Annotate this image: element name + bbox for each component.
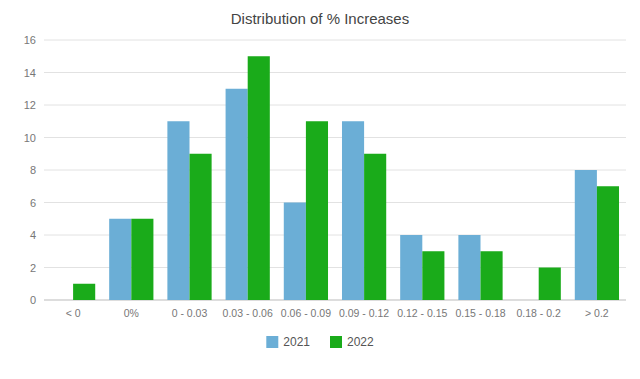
chart-container: Distribution of % Increases 0 2 4 6 8 10 12 14 16… xyxy=(0,0,640,379)
legend-item: 2022 xyxy=(330,335,374,349)
y-tick-label: 16 xyxy=(24,34,36,46)
bar xyxy=(109,219,131,300)
chart-title: Distribution of % Increases xyxy=(231,10,409,27)
x-tick-label: 0 - 0.03 xyxy=(172,307,208,319)
bar xyxy=(517,300,539,301)
bar xyxy=(539,268,561,301)
chart-svg: Distribution of % Increases 0 2 4 6 8 10 12 14 16… xyxy=(0,0,640,379)
bar xyxy=(51,300,73,301)
x-tick-label: 0.18 - 0.2 xyxy=(517,307,562,319)
x-tick-label: > 0.2 xyxy=(585,307,609,319)
grid-line xyxy=(44,105,626,106)
y-tick-label: 4 xyxy=(30,229,36,241)
y-tick-label: 2 xyxy=(30,262,36,274)
legend-item: 2021 xyxy=(266,335,310,349)
x-tick-label: 0.03 - 0.06 xyxy=(223,307,273,319)
bar xyxy=(167,121,189,300)
bar xyxy=(400,235,422,300)
legend-label: 2022 xyxy=(347,335,374,349)
legend: 2021 2022 xyxy=(266,335,374,349)
bar xyxy=(190,154,212,300)
bar xyxy=(306,121,328,300)
bar xyxy=(364,154,386,300)
grid-line xyxy=(44,202,626,203)
grid xyxy=(44,40,626,300)
bar xyxy=(481,251,503,300)
grid-line xyxy=(44,40,626,41)
bar xyxy=(458,235,480,300)
bar xyxy=(73,284,95,300)
bars xyxy=(73,56,619,300)
y-tick-label: 12 xyxy=(24,99,36,111)
bar xyxy=(284,203,306,301)
grid-line xyxy=(44,137,626,138)
y-tick-label: 14 xyxy=(24,67,36,79)
y-tick-label: 0 xyxy=(30,294,36,306)
x-tick-label: 0.09 - 0.12 xyxy=(339,307,389,319)
x-tick-label: 0.06 - 0.09 xyxy=(281,307,331,319)
bar xyxy=(131,219,153,300)
bar xyxy=(597,186,619,300)
legend-label: 2021 xyxy=(283,335,310,349)
grid-line xyxy=(44,72,626,73)
x-tick-label: < 0 xyxy=(66,307,81,319)
grid-line xyxy=(44,170,626,171)
x-tick-label: 0.15 - 0.18 xyxy=(455,307,505,319)
y-tick-label: 8 xyxy=(30,164,36,176)
y-tick-label: 6 xyxy=(30,197,36,209)
legend-swatch xyxy=(266,336,278,348)
bar xyxy=(575,170,597,300)
bar xyxy=(226,89,248,300)
legend-swatch xyxy=(330,336,342,348)
x-tick-label: 0% xyxy=(124,307,139,319)
bar xyxy=(248,56,270,300)
y-tick-label: 10 xyxy=(24,132,36,144)
bar xyxy=(422,251,444,300)
x-tick-label: 0.12 - 0.15 xyxy=(397,307,447,319)
bar xyxy=(342,121,364,300)
